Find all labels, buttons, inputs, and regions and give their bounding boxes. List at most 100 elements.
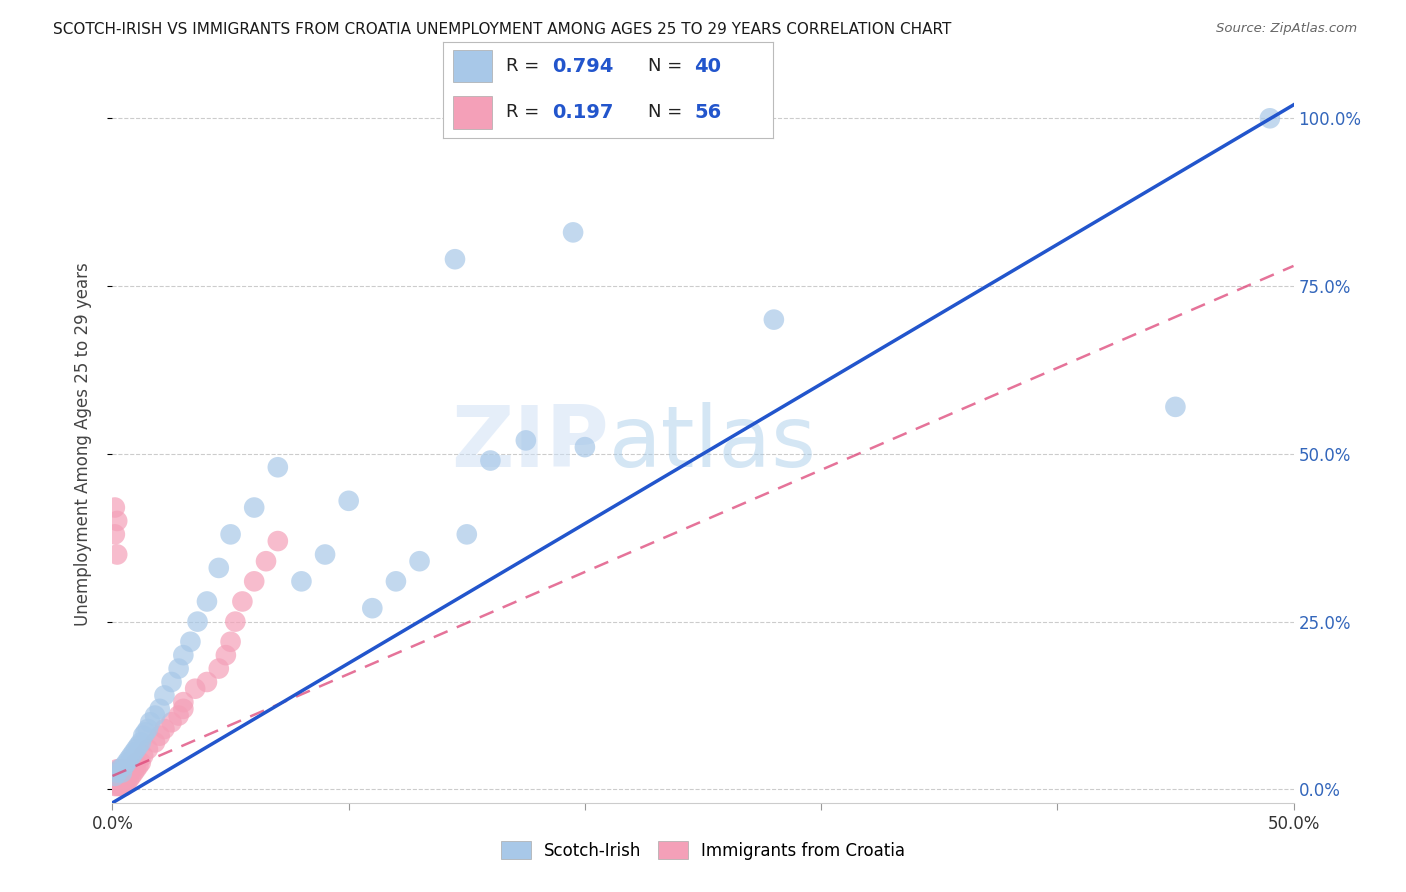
Point [160,715,183,730]
Point [136,722,159,736]
Point [105,765,128,780]
Point [111,769,134,783]
Point [143,708,166,723]
Point [104,769,127,783]
Point [562,226,585,240]
Point [129,756,152,770]
Point [1164,400,1187,414]
Point [125,756,148,770]
Text: R =: R = [506,103,538,121]
Text: N =: N = [648,57,682,75]
Point [112,769,135,783]
Point [120,769,142,783]
Point [105,779,128,793]
Point [112,762,135,776]
Point [153,722,176,736]
Text: 56: 56 [695,103,721,121]
Point [208,561,231,575]
Point [172,648,194,662]
Point [160,675,183,690]
Point [132,729,155,743]
Legend: Scotch-Irish, Immigrants from Croatia: Scotch-Irish, Immigrants from Croatia [494,835,912,866]
Point [135,725,157,739]
Point [337,493,360,508]
Point [105,775,128,789]
Point [111,765,134,780]
Point [104,772,127,787]
Text: 0.794: 0.794 [553,56,613,76]
Point [172,702,194,716]
Point [149,729,172,743]
Point [408,554,430,568]
Point [104,527,127,541]
Point [108,762,131,776]
Point [267,534,290,549]
Point [219,634,242,648]
Point [167,662,190,676]
Point [118,752,141,766]
Text: SCOTCH-IRISH VS IMMIGRANTS FROM CROATIA UNEMPLOYMENT AMONG AGES 25 TO 29 YEARS C: SCOTCH-IRISH VS IMMIGRANTS FROM CROATIA … [53,22,952,37]
Point [104,775,127,789]
Point [139,715,162,730]
Bar [453,95,492,128]
Point [105,514,128,528]
Point [108,765,131,780]
Point [167,708,190,723]
Point [172,695,194,709]
Bar [453,50,492,82]
Point [115,769,138,783]
Point [290,574,312,589]
Text: N =: N = [648,103,682,121]
Point [112,779,135,793]
Point [129,735,152,749]
Point [112,772,135,787]
Point [132,748,155,763]
Point [762,312,785,326]
Point [115,756,138,770]
Point [122,765,145,780]
Point [105,765,128,780]
Point [515,434,537,448]
Point [111,772,134,787]
Point [208,662,231,676]
Point [149,702,172,716]
Point [314,548,336,562]
Point [574,440,596,454]
Text: R =: R = [506,57,538,75]
Point [108,772,131,787]
Point [254,554,277,568]
Text: atlas: atlas [609,402,817,485]
Point [479,453,502,467]
Point [456,527,478,541]
Text: ZIP: ZIP [451,402,609,485]
Point [108,769,131,783]
Point [120,748,142,763]
Point [136,742,159,756]
Point [118,765,141,780]
Point [104,765,127,780]
Point [243,500,266,515]
Point [112,759,135,773]
Point [104,779,127,793]
Point [108,775,131,789]
Point [108,762,131,776]
Point [219,527,242,541]
Point [195,675,218,690]
Point [111,779,134,793]
Point [179,634,201,648]
Point [105,772,128,787]
Point [267,460,290,475]
Point [143,735,166,749]
Point [385,574,408,589]
Point [105,548,128,562]
Text: Source: ZipAtlas.com: Source: ZipAtlas.com [1216,22,1357,36]
Y-axis label: Unemployment Among Ages 25 to 29 years: Unemployment Among Ages 25 to 29 years [73,262,91,625]
Point [111,775,134,789]
Point [127,759,149,773]
Point [444,252,467,267]
Point [243,574,266,589]
Point [153,689,176,703]
Point [231,594,253,608]
Point [184,681,207,696]
Point [125,762,148,776]
